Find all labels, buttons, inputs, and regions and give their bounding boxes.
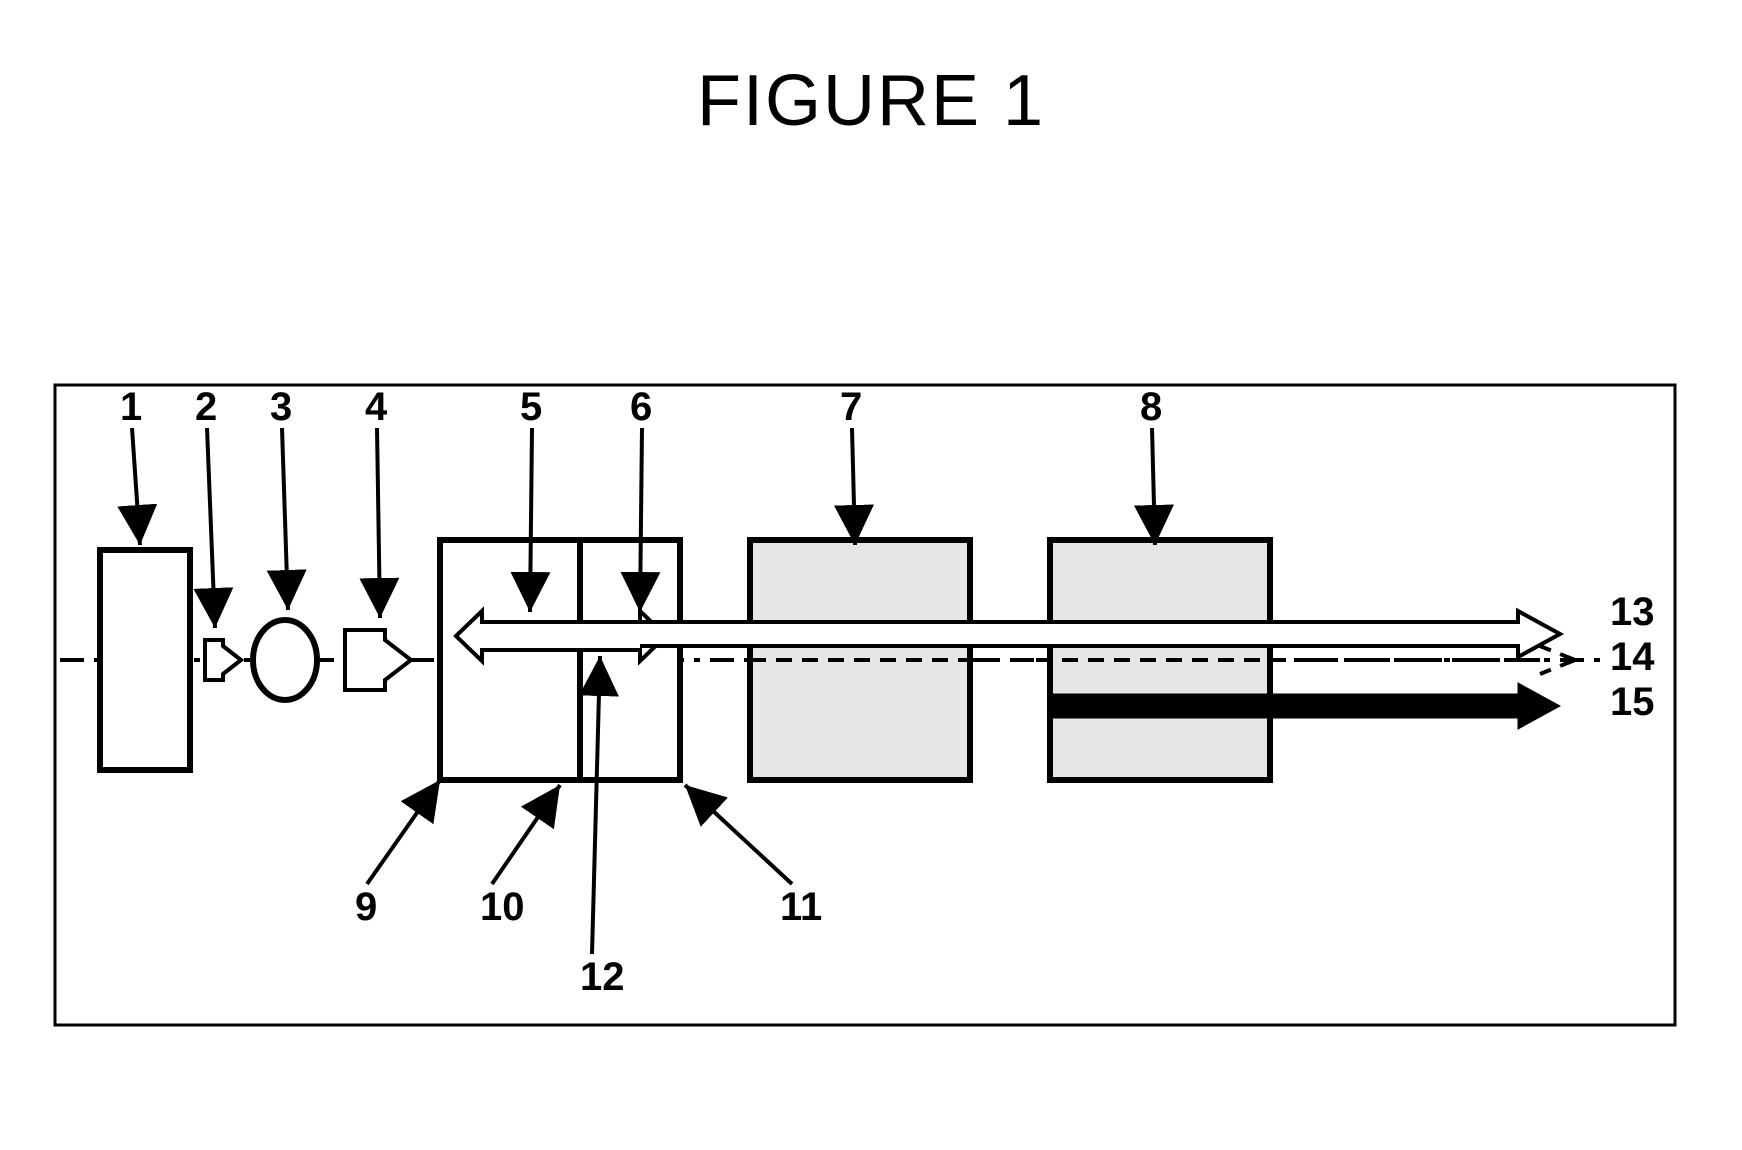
- svg-text:9: 9: [355, 885, 377, 929]
- svg-text:3: 3: [270, 385, 292, 429]
- svg-text:1: 1: [120, 385, 142, 429]
- svg-text:6: 6: [630, 385, 652, 429]
- svg-text:2: 2: [195, 385, 217, 429]
- svg-text:15: 15: [1610, 680, 1655, 724]
- svg-text:7: 7: [840, 385, 862, 429]
- svg-text:4: 4: [365, 385, 388, 429]
- figure-diagram: 123456789101112131415: [0, 0, 1742, 1150]
- svg-text:5: 5: [520, 385, 542, 429]
- svg-text:10: 10: [480, 885, 525, 929]
- svg-text:11: 11: [780, 885, 822, 929]
- figure-page: FIGURE 1 123456789101112131415: [0, 0, 1742, 1150]
- svg-text:14: 14: [1610, 635, 1655, 679]
- svg-text:13: 13: [1610, 590, 1655, 634]
- svg-text:8: 8: [1140, 385, 1162, 429]
- svg-text:12: 12: [580, 955, 625, 999]
